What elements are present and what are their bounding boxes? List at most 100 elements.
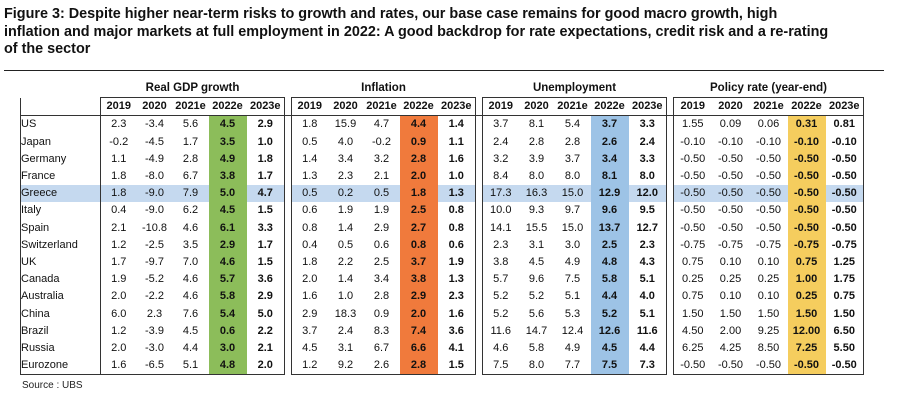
- value-cell-policy: 0.06: [757, 118, 780, 131]
- value-cell-inflation: 1.3: [437, 271, 476, 289]
- value-cell-inflation: 0.9: [399, 133, 438, 151]
- value-cell-policy: 0.10: [719, 255, 742, 268]
- value-cell-unemployment: 9.5: [628, 202, 667, 220]
- value-cell-unemployment: 3.7: [482, 115, 519, 134]
- value-cell-inflation: 1.1: [437, 133, 476, 151]
- value-cell-policy: -0.50: [825, 202, 864, 220]
- value-cell-gdp: -3.4: [145, 118, 164, 131]
- value-cell-unemployment: 15.0: [561, 221, 584, 234]
- value-cell-inflation: 6.6: [399, 339, 438, 357]
- value-cell-unemployment: 2.3: [482, 236, 519, 254]
- value-cell-gdp: -4.9: [145, 152, 164, 165]
- gap-cell: [476, 134, 483, 151]
- value-cell-policy: -0.10: [673, 133, 712, 151]
- value-cell-gdp: 2.1: [246, 339, 285, 357]
- value-cell-gdp: 6.1: [208, 219, 247, 237]
- value-cell-gdp: 6.2: [182, 204, 199, 217]
- value-cell-unemployment: 2.4: [628, 133, 667, 151]
- value-cell-gdp: 7.9: [172, 185, 209, 203]
- value-cell-inflation: 1.9: [373, 204, 390, 217]
- gap-cell: [476, 271, 483, 288]
- year-header-unemployment-2023e: 2023e: [628, 97, 667, 117]
- value-cell-unemployment: 11.6: [628, 322, 667, 340]
- value-cell-inflation: 1.8: [291, 115, 328, 134]
- value-cell-unemployment: 7.5: [590, 357, 629, 376]
- group-header-row: Real GDP growth Inflation Unemployment P…: [21, 80, 864, 99]
- value-cell-policy: 0.25: [787, 288, 826, 306]
- gap-cell: [476, 323, 483, 340]
- value-cell-gdp: 5.8: [208, 288, 247, 306]
- gap-cell: [285, 323, 292, 340]
- corner-cell: [21, 80, 101, 98]
- gap-cell: [476, 151, 483, 168]
- value-cell-unemployment: 9.7: [564, 204, 581, 217]
- value-cell-unemployment: 4.4: [590, 288, 629, 306]
- table-row: Japan -0.2 -4.5 1.7 3.5 1.0 0.5 4.0 -0.2 0.9 1.1 2.…: [20, 133, 864, 151]
- gap-cell: [285, 340, 292, 357]
- value-cell-inflation: 0.6: [373, 238, 390, 251]
- year-header-policy-2023e: 2023e: [825, 97, 864, 117]
- value-cell-policy: -0.50: [825, 357, 864, 376]
- value-cell-unemployment: 8.1: [528, 118, 545, 131]
- value-cell-inflation: 1.6: [291, 288, 328, 306]
- value-cell-gdp: 1.5: [246, 202, 285, 220]
- value-cell-gdp: 7.0: [182, 255, 199, 268]
- value-cell-policy: -0.50: [787, 202, 826, 220]
- value-cell-inflation: 0.9: [373, 307, 390, 320]
- value-cell-policy: 1.25: [825, 253, 864, 272]
- year-header-inflation-2022e: 2022e: [399, 97, 438, 117]
- table-body: US 2.3 -3.4 5.6 4.5 2.9 1.8 15.9 4.7 4.4 1.4 3.7 8.1…: [20, 115, 864, 376]
- value-cell-unemployment: 3.3: [628, 150, 667, 168]
- value-cell-unemployment: 2.3: [628, 236, 667, 254]
- value-cell-inflation: 1.4: [337, 273, 354, 286]
- country-cell: Australia: [20, 288, 101, 306]
- value-cell-policy: -0.50: [673, 185, 712, 203]
- value-cell-unemployment: 15.5: [525, 221, 548, 234]
- value-cell-inflation: 6.7: [373, 341, 390, 354]
- gap-cell: [476, 237, 483, 254]
- value-cell-gdp: 0.4: [100, 202, 137, 220]
- value-cell-policy: 1.50: [757, 307, 780, 320]
- value-cell-unemployment: 15.0: [554, 185, 591, 203]
- value-cell-gdp: -5.2: [145, 273, 164, 286]
- source-note: Source : UBS: [22, 380, 83, 391]
- value-cell-gdp: -9.0: [145, 204, 164, 217]
- value-cell-policy: 0.75: [673, 253, 712, 272]
- value-cell-unemployment: 5.4: [564, 118, 581, 131]
- value-cell-gdp: 4.6: [182, 290, 199, 303]
- table-row: Switzerland 1.2 -2.5 3.5 2.9 1.7 0.4 0.5 0.6 0.8 0…: [20, 236, 864, 254]
- value-cell-inflation: 3.4: [373, 273, 390, 286]
- figure-title: Figure 3: Despite higher near-term risks…: [4, 6, 829, 57]
- value-cell-inflation: 4.1: [437, 339, 476, 357]
- group-header-policy: Policy rate (year-end): [673, 80, 864, 99]
- value-cell-unemployment: 5.2: [482, 288, 519, 306]
- value-cell-gdp: 4.4: [182, 341, 199, 354]
- value-cell-policy: -0.50: [717, 170, 744, 183]
- value-cell-gdp: 2.9: [246, 115, 285, 134]
- gap-cell: [666, 97, 674, 117]
- value-cell-policy: -0.75: [755, 238, 782, 251]
- value-cell-gdp: 3.5: [208, 133, 247, 151]
- value-cell-gdp: 1.7: [182, 135, 199, 148]
- value-cell-policy: 0.25: [719, 273, 742, 286]
- gap-cell: [285, 271, 292, 288]
- value-cell-gdp: 2.9: [208, 236, 247, 254]
- value-cell-inflation: 1.0: [437, 167, 476, 186]
- value-cell-policy: -0.50: [755, 152, 782, 165]
- value-cell-gdp: 5.4: [208, 305, 247, 323]
- value-cell-policy: 1.00: [787, 271, 826, 289]
- value-cell-unemployment: 17.3: [482, 185, 519, 203]
- value-cell-unemployment: 7.3: [628, 357, 667, 376]
- gap-cell: [475, 97, 483, 117]
- country-cell: US: [20, 115, 101, 134]
- value-cell-policy: -0.50: [749, 357, 788, 376]
- gap-cell: [476, 288, 483, 305]
- value-cell-unemployment: 4.0: [628, 288, 667, 306]
- value-cell-gdp: -3.0: [145, 341, 164, 354]
- value-cell-inflation: 2.3: [337, 170, 354, 183]
- table-row: Spain 2.1 -10.8 4.6 6.1 3.3 0.8 1.4 2.9 2.7 0.8 14.…: [20, 219, 864, 237]
- value-cell-unemployment: 16.3: [518, 185, 555, 203]
- value-cell-unemployment: 5.2: [590, 305, 629, 323]
- table-row: Eurozone 1.6 -6.5 5.1 4.8 2.0 1.2 9.2 2.6 2.8 1.5 7…: [20, 357, 864, 376]
- value-cell-policy: -0.50: [717, 221, 744, 234]
